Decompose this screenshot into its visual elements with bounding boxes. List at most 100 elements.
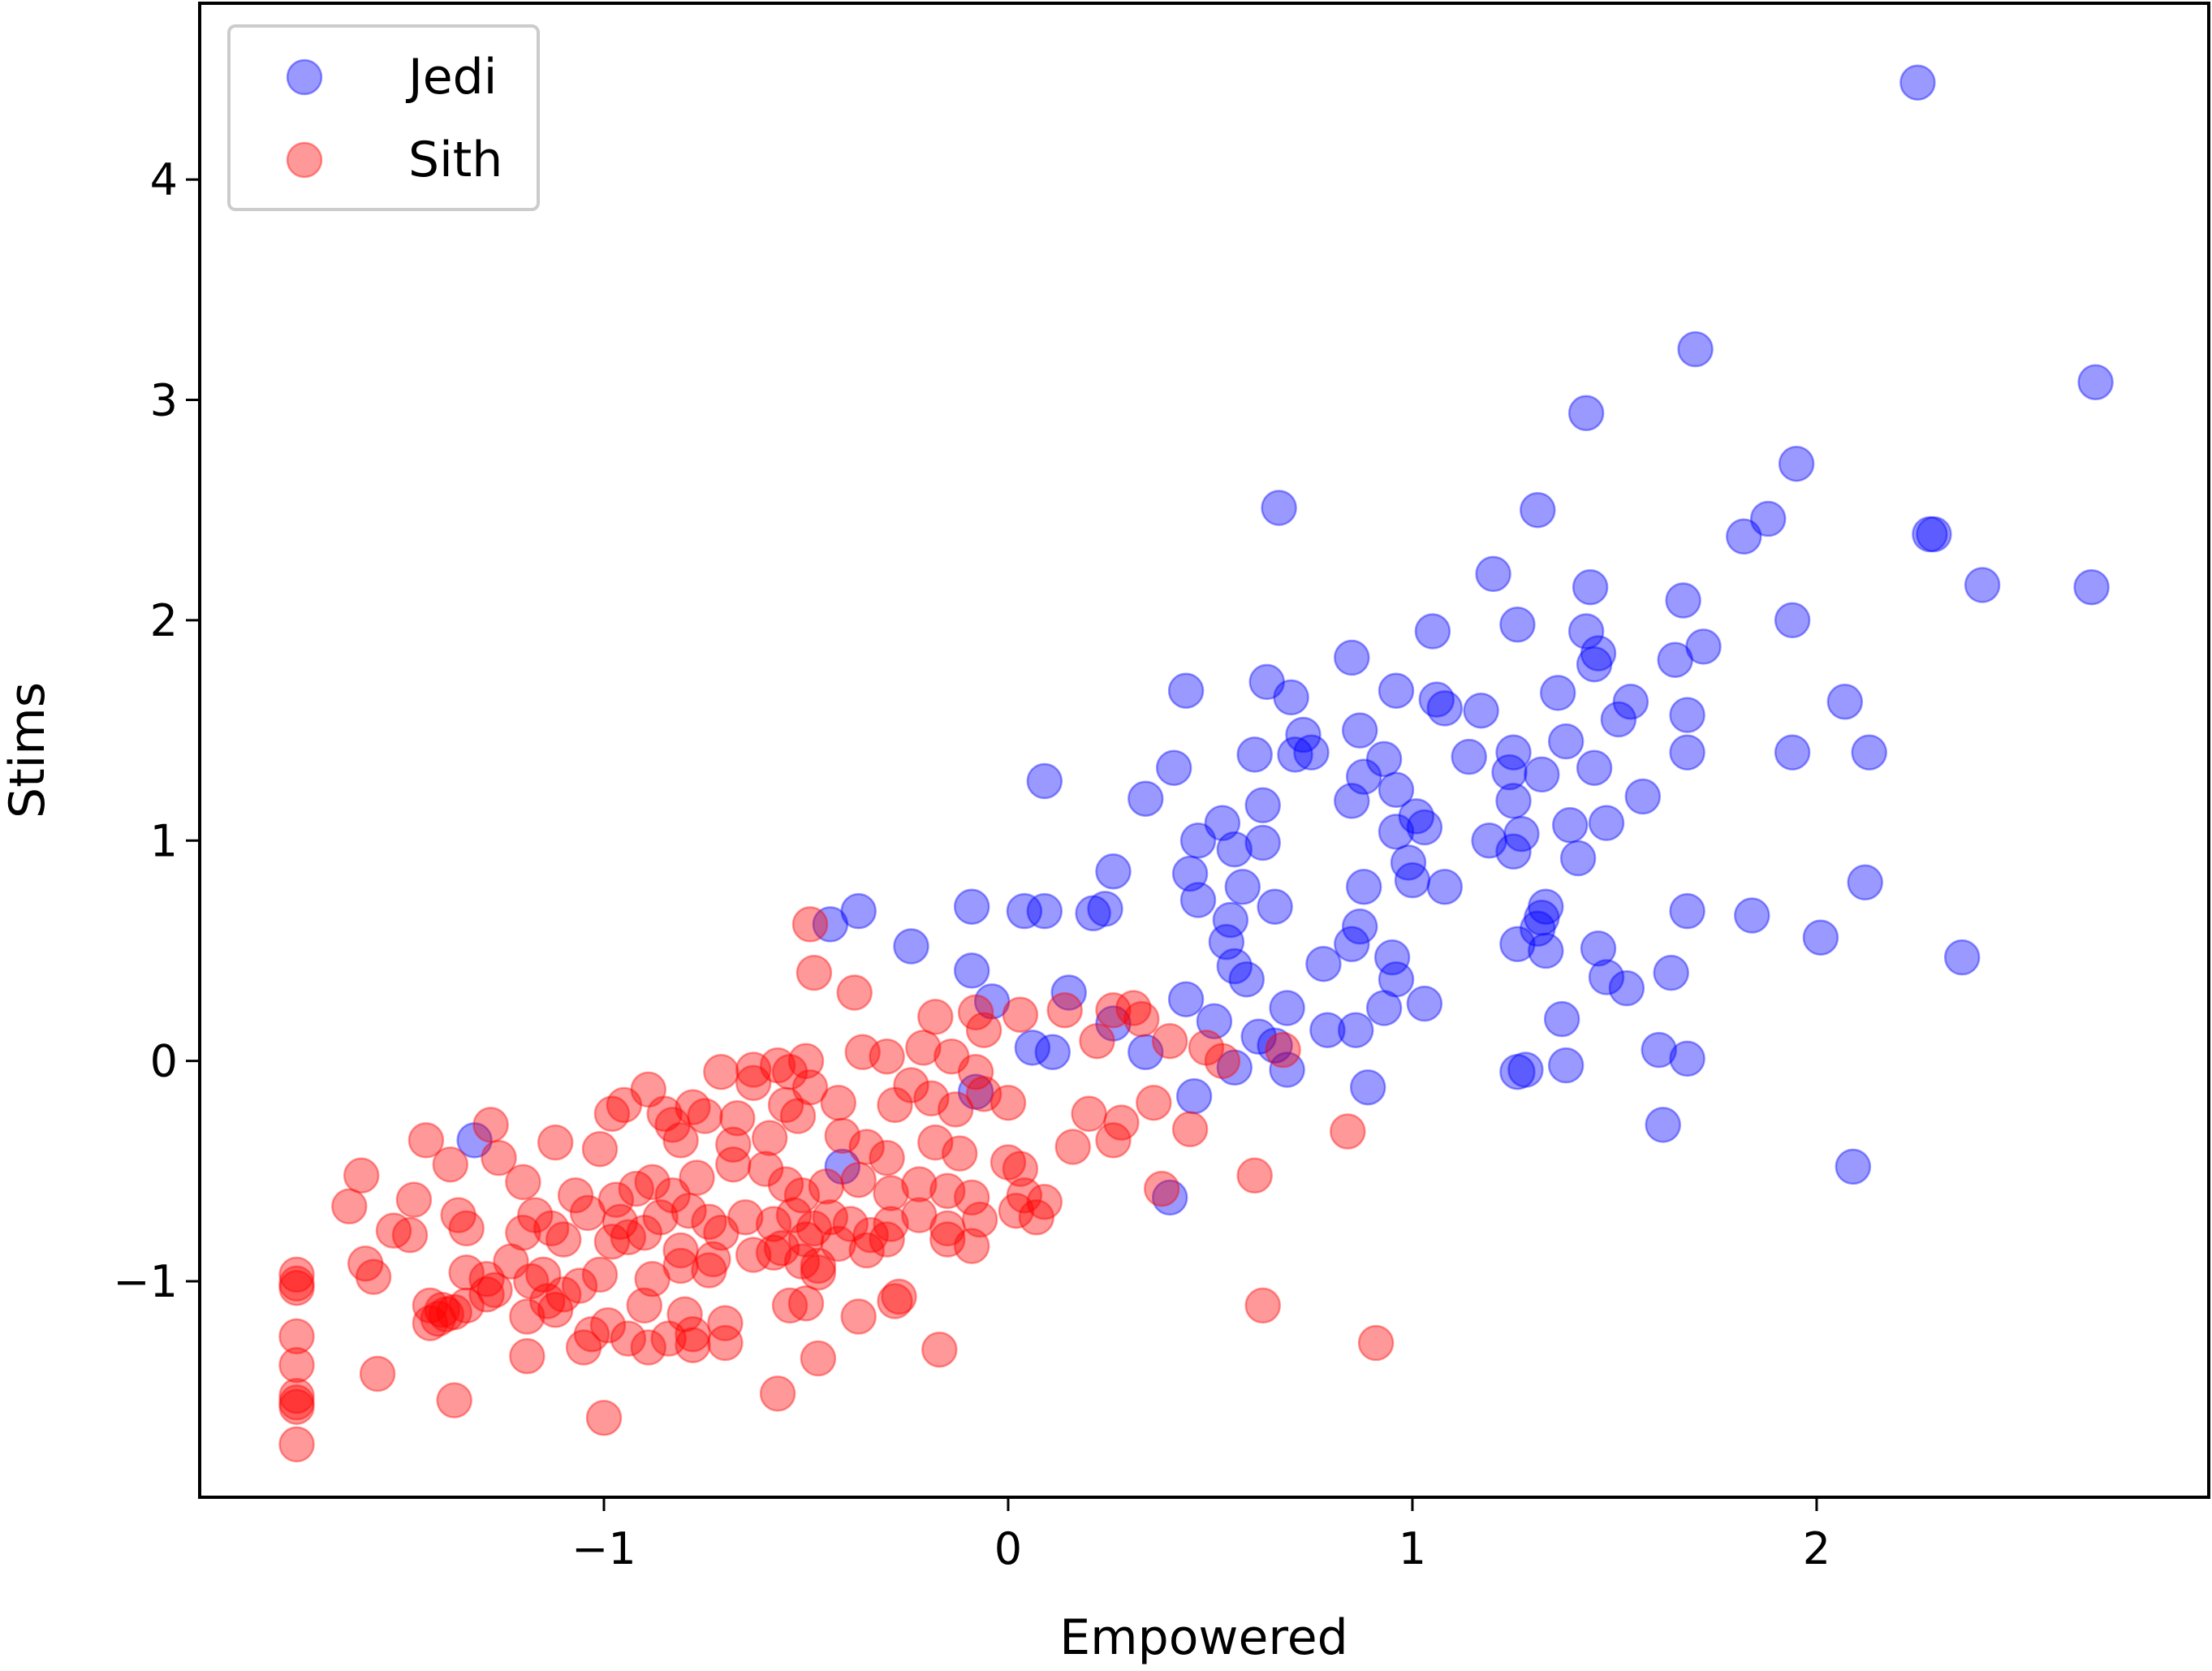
point-sith-96 <box>626 1215 663 1251</box>
point-sith-22 <box>771 1053 808 1090</box>
point-jedi-128 <box>1128 1034 1164 1071</box>
point-sith-145 <box>691 1252 727 1289</box>
point-sith-88 <box>953 1179 990 1216</box>
point-jedi-59 <box>1551 807 1589 844</box>
point-sith-142 <box>581 1256 619 1293</box>
point-sith-136 <box>476 1272 513 1309</box>
point-jedi-58 <box>1495 783 1532 819</box>
point-sith-103 <box>775 1197 813 1233</box>
point-sith-183 <box>359 1355 396 1392</box>
point-sith-63 <box>917 1124 954 1161</box>
point-jedi-17 <box>1567 613 1605 650</box>
point-sith-64 <box>941 1135 978 1172</box>
point-jedi-121 <box>1196 1003 1233 1040</box>
point-sith-192 <box>759 1375 796 1412</box>
point-sith-128 <box>848 1232 885 1269</box>
point-jedi-72 <box>1495 833 1532 870</box>
point-jedi-101 <box>1373 939 1411 976</box>
point-jedi-96 <box>1847 864 1883 901</box>
point-jedi-18 <box>1414 613 1451 650</box>
point-jedi-40 <box>1293 734 1330 771</box>
point-sith-46 <box>1103 1104 1140 1141</box>
point-jedi-95 <box>1734 897 1770 934</box>
point-jedi-143 <box>456 1122 493 1159</box>
point-jedi-21 <box>1580 635 1617 671</box>
point-jedi-70 <box>1216 831 1253 868</box>
point-sith-132 <box>355 1259 392 1295</box>
y-tick-label-2: 1 <box>150 815 178 866</box>
x-tick-label-2: 1 <box>1399 1523 1426 1574</box>
point-jedi-52 <box>1026 762 1063 800</box>
point-jedi-61 <box>1624 778 1662 815</box>
point-sith-70 <box>395 1181 433 1218</box>
point-sith-17 <box>869 1038 905 1075</box>
point-jedi-14 <box>1572 568 1609 606</box>
point-sith-154 <box>424 1292 461 1328</box>
point-jedi-98 <box>1208 923 1245 961</box>
point-jedi-124 <box>1309 1012 1346 1048</box>
point-sith-87 <box>929 1172 966 1210</box>
point-jedi-105 <box>1802 919 1839 956</box>
point-jedi-100 <box>1334 926 1370 963</box>
point-sith-186 <box>565 1329 602 1366</box>
point-sith-113 <box>1018 1199 1055 1236</box>
point-jedi-84 <box>840 892 877 930</box>
point-sith-111 <box>961 1201 998 1238</box>
point-sith-172 <box>787 1285 825 1322</box>
point-jedi-111 <box>1378 961 1415 998</box>
point-sith-26 <box>735 1064 772 1102</box>
legend: Jedi Sith <box>227 24 540 211</box>
point-sith-175 <box>881 1278 917 1315</box>
point-jedi-57 <box>1378 771 1415 809</box>
point-jedi-131 <box>1269 1051 1305 1088</box>
point-sith-170 <box>707 1305 744 1341</box>
point-jedi-133 <box>1499 1053 1536 1090</box>
point-jedi-38 <box>1285 716 1322 753</box>
point-sith-11 <box>1151 1022 1188 1060</box>
point-jedi-122 <box>1095 1005 1132 1042</box>
point-sith-131 <box>953 1228 990 1264</box>
plot-frame <box>198 2 2210 1499</box>
point-sith-54 <box>432 1146 469 1183</box>
point-jedi-37 <box>1341 712 1378 749</box>
point-sith-89 <box>1006 1177 1043 1214</box>
point-sith-65 <box>990 1144 1027 1181</box>
point-jedi-67 <box>1204 805 1241 841</box>
point-sith-149 <box>800 1254 837 1291</box>
point-sith-77 <box>654 1177 691 1214</box>
point-sith-159 <box>412 1305 449 1341</box>
point-sith-55 <box>481 1139 517 1177</box>
point-sith-129 <box>869 1221 905 1258</box>
legend-marker-sith <box>286 141 323 179</box>
point-sith-190 <box>675 1327 711 1363</box>
point-sith-18 <box>905 1030 942 1066</box>
point-sith-119 <box>545 1221 582 1258</box>
point-jedi-127 <box>1034 1034 1072 1071</box>
point-sith-143 <box>634 1261 670 1298</box>
legend-label-jedi: Jedi <box>405 49 497 106</box>
point-sith-168 <box>666 1296 703 1332</box>
point-jedi-64 <box>1378 814 1415 850</box>
point-sith-99 <box>691 1203 727 1241</box>
point-sith-156 <box>436 1293 472 1331</box>
point-sith-62 <box>869 1139 905 1177</box>
point-sith-75 <box>618 1170 655 1207</box>
point-jedi-32 <box>1539 675 1576 711</box>
point-jedi-11 <box>1964 567 2001 603</box>
point-sith-60 <box>824 1117 861 1155</box>
point-sith-48 <box>1136 1084 1172 1121</box>
point-sith-107 <box>852 1216 889 1254</box>
point-sith-41 <box>913 1080 950 1117</box>
point-jedi-13 <box>1475 555 1511 593</box>
point-jedi-138 <box>957 1073 994 1110</box>
point-jedi-8 <box>1726 518 1762 555</box>
point-jedi-49 <box>1669 734 1705 771</box>
point-jedi-136 <box>1641 1031 1677 1069</box>
point-jedi-69 <box>1179 823 1217 859</box>
point-jedi-19 <box>1774 602 1811 639</box>
point-jedi-137 <box>1669 1040 1705 1077</box>
point-sith-58 <box>715 1126 752 1164</box>
point-sith-76 <box>634 1164 670 1201</box>
point-jedi-50 <box>1774 734 1811 771</box>
